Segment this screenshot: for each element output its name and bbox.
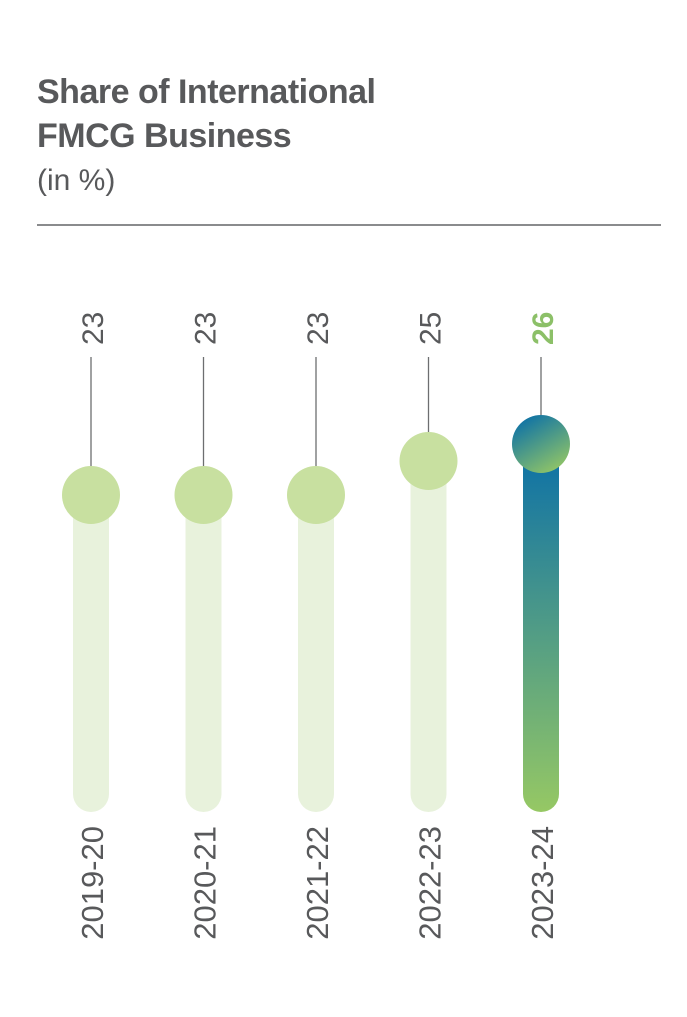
value-dot-2022-23	[399, 432, 458, 490]
value-dot-2021-22	[287, 466, 345, 524]
bar-2021-22	[298, 495, 334, 812]
chart-subtitle: (in %)	[37, 164, 116, 197]
category-label-2023-24: 2023-24	[525, 826, 560, 940]
category-label-2021-22: 2021-22	[300, 826, 335, 940]
chart-title-line-2: FMCG Business	[37, 117, 292, 155]
value-label-2021-22: 23	[302, 312, 335, 345]
chart-title-block: Share of International FMCG Business (in…	[37, 70, 376, 202]
category-label-2020-21: 2020-21	[188, 826, 223, 940]
value-label-2023-24: 26	[527, 312, 560, 345]
title-divider	[37, 224, 661, 226]
bar-2020-21	[185, 495, 222, 812]
value-label-2022-23: 25	[415, 312, 448, 345]
value-dot-2019-20	[62, 466, 120, 524]
value-label-2019-20: 23	[77, 312, 110, 345]
category-label-2022-23: 2022-23	[413, 826, 448, 940]
chart-title-line-1: Share of International	[37, 73, 376, 111]
bar-2019-20	[73, 495, 109, 812]
bar-2022-23	[410, 461, 447, 812]
category-label-2019-20: 2019-20	[75, 826, 110, 940]
bar-2023-24	[523, 444, 559, 812]
value-dot-2020-21	[174, 466, 233, 524]
value-label-2020-21: 23	[190, 312, 223, 345]
value-dot-2023-24	[512, 415, 570, 473]
